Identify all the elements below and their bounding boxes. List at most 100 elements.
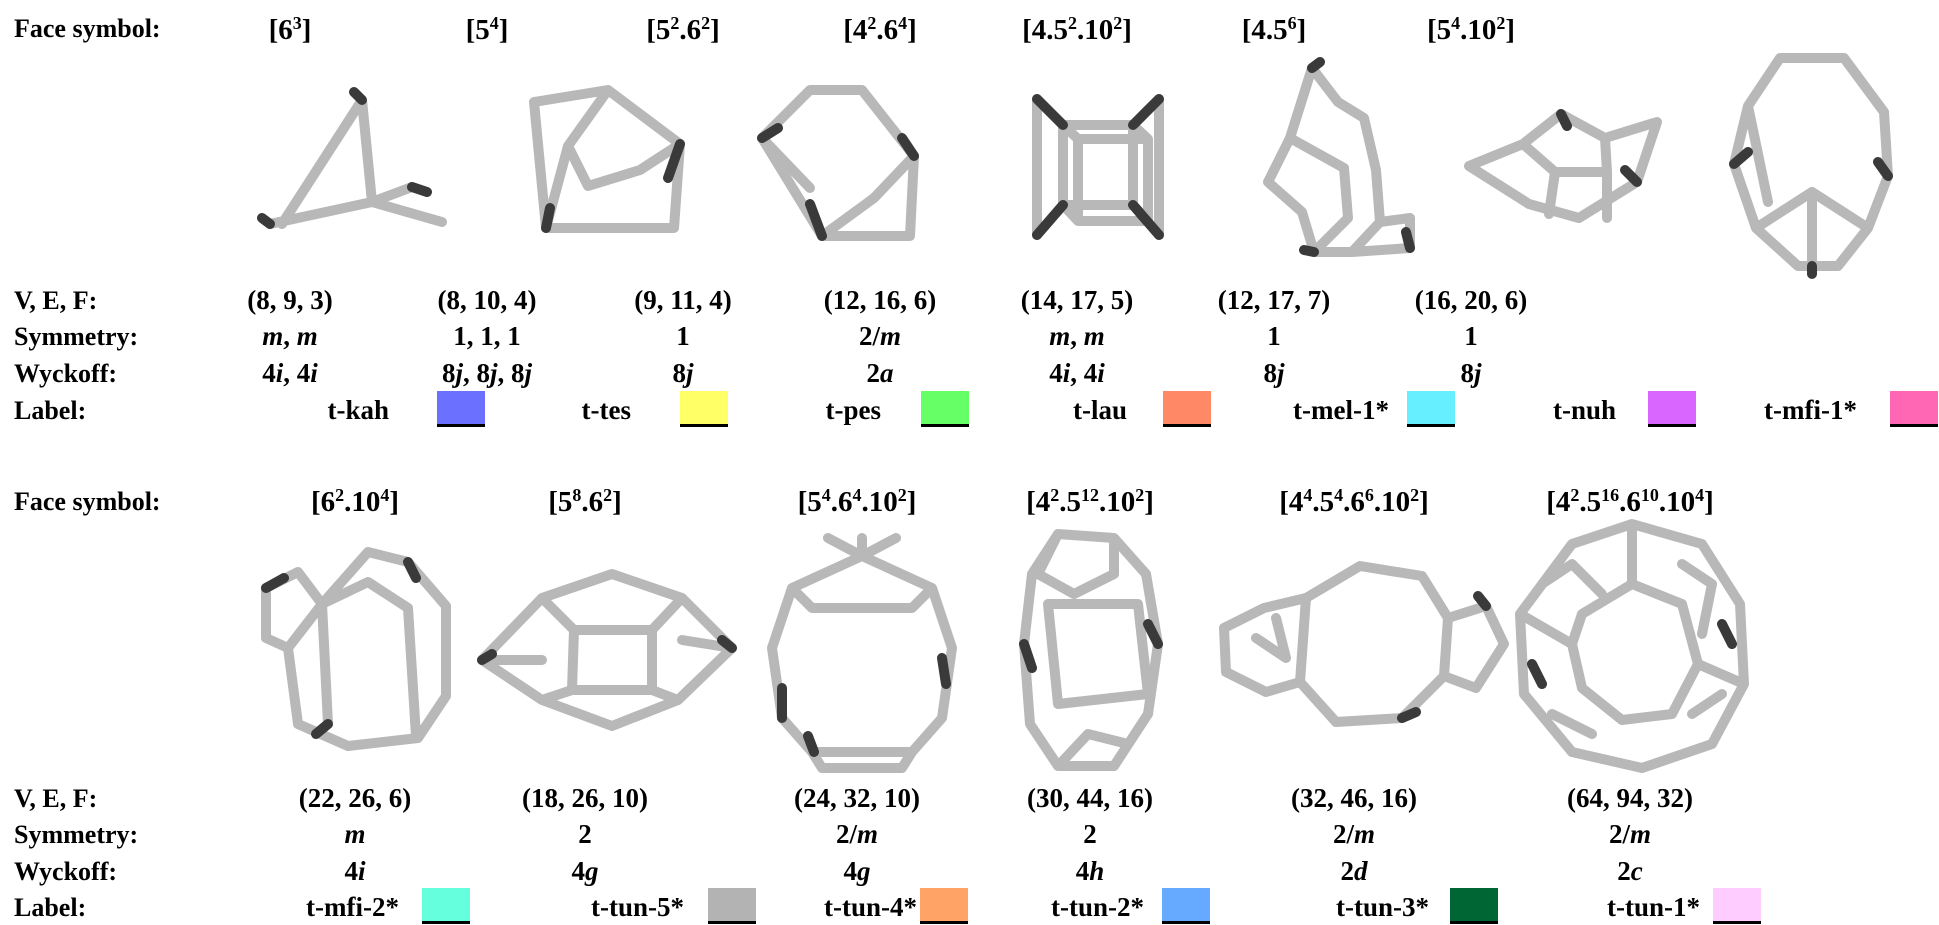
face-exponent: 12	[1081, 485, 1099, 506]
color-swatch	[1162, 888, 1210, 924]
text-run: m	[1630, 819, 1652, 849]
symmetry-value: 2/m	[760, 323, 1000, 350]
text-run: i	[1062, 358, 1071, 388]
face-base: 4	[1288, 486, 1304, 518]
vef-row-label: V, E, F:	[14, 286, 98, 315]
cage-structure-image	[1019, 529, 1163, 771]
color-swatch	[1407, 391, 1455, 427]
color-swatch	[708, 888, 756, 924]
face-base: .10	[1460, 14, 1497, 46]
wyckoff-value: 2a	[760, 360, 1000, 387]
text-run: j	[1276, 358, 1285, 388]
text-run: 8	[1460, 358, 1474, 388]
text-run: 1, 1, 1	[453, 321, 521, 351]
text-run: m	[1354, 819, 1376, 849]
face-base: .10	[344, 486, 381, 518]
text-run: 2	[1083, 819, 1097, 849]
text-run: ,	[1070, 321, 1084, 351]
tile-label: t-pes	[825, 395, 882, 425]
cage-structure-image	[257, 87, 447, 229]
text-run: i	[275, 358, 284, 388]
face-symbol-row-label: Face symbol:	[14, 487, 161, 516]
text-run: d	[1354, 856, 1368, 886]
face-exponent: 4	[489, 13, 499, 34]
symmetry-value: 2/m	[737, 821, 977, 848]
tile-label: t-tun-2*	[1051, 892, 1144, 922]
face-base: 5	[655, 14, 671, 46]
symmetry-row-label: Symmetry:	[14, 322, 139, 351]
text-run: 2/	[1332, 819, 1354, 849]
symmetry-value: 1, 1, 1	[367, 323, 607, 350]
face-base: 4.5	[1251, 14, 1288, 46]
cage-structure-image	[261, 547, 451, 751]
text-run: h	[1089, 856, 1105, 886]
face-base: 5	[807, 486, 822, 518]
face-base: .6	[581, 486, 604, 518]
face-symbol: [4.52.102]	[1022, 13, 1132, 46]
face-exponent: 2	[1496, 13, 1506, 34]
vef-value: (8, 10, 4)	[437, 285, 537, 315]
vef-value: (30, 44, 16)	[1027, 783, 1153, 813]
face-base: .5	[1312, 486, 1335, 518]
vef-value: (16, 20, 6)	[1414, 285, 1528, 315]
symmetry-value: m, m	[170, 323, 410, 350]
face-exponent: 4	[1334, 485, 1344, 506]
face-base: .10	[1077, 14, 1114, 46]
text-run: m	[880, 321, 902, 351]
face-symbol: [54.102]	[1426, 13, 1516, 46]
text-run: 2/	[835, 819, 857, 849]
text-run: 4	[571, 856, 586, 886]
symmetry-value: 2/m	[1234, 821, 1474, 848]
vef-value: (22, 26, 6)	[298, 783, 412, 813]
cage-structure-image	[757, 85, 919, 241]
text-run: j	[1473, 358, 1482, 388]
label-row-label: Label:	[14, 893, 87, 922]
face-exponent: 2	[335, 485, 345, 506]
symmetry-value: 1	[1351, 323, 1591, 350]
symmetry-value: 2/m	[1510, 821, 1750, 848]
text-run: 1	[1267, 321, 1281, 351]
wyckoff-value: 8j	[563, 360, 803, 387]
text-run: g	[857, 856, 871, 886]
face-exponent: 10	[1640, 485, 1659, 506]
vef-value: (8, 9, 3)	[247, 285, 333, 315]
wyckoff-value: 2c	[1510, 858, 1750, 885]
text-run: a	[880, 358, 894, 388]
face-exponent: 2	[1113, 13, 1123, 34]
face-symbol-row-label: Face symbol:	[14, 14, 161, 43]
vef-value: (9, 11, 4)	[634, 285, 732, 315]
face-exponent: 2	[1068, 13, 1077, 34]
cage-structure-image	[1263, 57, 1415, 257]
tile-label: t-nuh	[1552, 395, 1616, 425]
face-exponent: 2	[867, 13, 877, 34]
face-exponent: 2	[701, 13, 711, 34]
text-run: 4	[344, 856, 358, 886]
face-symbol: [63]	[268, 13, 312, 46]
vef-value: (24, 32, 10)	[794, 783, 920, 813]
face-exponent: 4	[898, 13, 908, 34]
face-exponent: 16	[1601, 485, 1620, 506]
face-symbol: [4.56]	[1241, 13, 1307, 46]
face-exponent: 3	[292, 13, 302, 34]
face-base: .6	[679, 14, 702, 46]
face-base: 4	[852, 14, 868, 46]
text-run: i	[310, 358, 318, 388]
text-run: 2/	[858, 321, 880, 351]
face-base: .6	[1619, 486, 1641, 518]
vef-value: (64, 94, 32)	[1567, 783, 1693, 813]
symmetry-value: m, m	[957, 323, 1197, 350]
face-base: 5	[1436, 14, 1452, 46]
text-run: 1	[676, 321, 690, 351]
text-run: 4	[1075, 856, 1090, 886]
color-swatch	[437, 391, 485, 427]
text-run: 8	[672, 358, 686, 388]
text-run: 2	[578, 819, 592, 849]
tile-label: t-lau	[1073, 395, 1127, 425]
face-base: .5	[1059, 486, 1082, 518]
tile-label: t-mfi-2*	[306, 892, 399, 922]
face-base: .6	[876, 14, 899, 46]
cage-structure-image	[1032, 94, 1164, 240]
tile-label: t-kah	[327, 395, 389, 425]
face-symbol: [54]	[465, 13, 509, 46]
tile-label: t-tun-1*	[1607, 892, 1700, 922]
